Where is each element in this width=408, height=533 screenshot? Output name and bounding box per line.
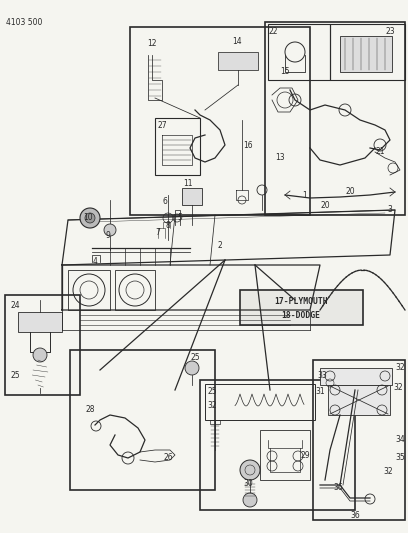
Text: 32: 32	[207, 400, 217, 409]
Text: 23: 23	[385, 28, 395, 36]
Text: 26: 26	[163, 454, 173, 463]
Text: 35: 35	[395, 454, 405, 463]
Text: 2: 2	[217, 240, 222, 249]
Bar	[330, 24, 405, 80]
Text: 21: 21	[375, 148, 385, 157]
Text: 20: 20	[320, 201, 330, 211]
Text: 28: 28	[85, 406, 95, 415]
Text: 8: 8	[166, 222, 171, 230]
Text: 32: 32	[395, 364, 405, 373]
Bar	[340, 36, 392, 72]
Text: 16: 16	[243, 141, 253, 149]
Bar	[268, 24, 330, 80]
Text: 25: 25	[10, 370, 20, 379]
Ellipse shape	[33, 348, 47, 362]
Bar	[18, 312, 62, 332]
Text: 6: 6	[162, 198, 167, 206]
Text: 9: 9	[106, 231, 111, 240]
Text: 22: 22	[268, 28, 278, 36]
Ellipse shape	[240, 460, 260, 480]
Text: 7: 7	[155, 228, 160, 237]
Bar	[320, 368, 392, 385]
Text: 36: 36	[333, 483, 343, 492]
Bar	[218, 52, 258, 70]
Bar	[200, 380, 355, 510]
Text: 25: 25	[190, 353, 200, 362]
Text: 31: 31	[315, 387, 325, 397]
Text: 36: 36	[350, 511, 360, 520]
Bar	[155, 118, 200, 175]
Text: 13: 13	[275, 154, 285, 163]
Text: 18-DODGE: 18-DODGE	[282, 311, 321, 319]
Text: 34: 34	[395, 435, 405, 445]
Bar	[182, 188, 202, 205]
Bar	[328, 385, 390, 415]
Text: 24: 24	[10, 301, 20, 310]
Text: 15: 15	[280, 68, 290, 77]
Bar	[70, 350, 215, 490]
Text: 5: 5	[177, 214, 182, 222]
Text: 27: 27	[157, 120, 167, 130]
Text: 32: 32	[383, 467, 393, 477]
Text: 25: 25	[207, 387, 217, 397]
Text: 3: 3	[388, 206, 392, 214]
Bar	[240, 290, 363, 325]
Bar	[130, 27, 310, 215]
Bar	[265, 22, 405, 215]
Bar	[260, 430, 310, 480]
Ellipse shape	[104, 224, 116, 236]
Bar	[68, 270, 110, 310]
Text: 30: 30	[243, 479, 253, 488]
Bar	[205, 384, 315, 420]
Text: 12: 12	[147, 39, 157, 49]
Ellipse shape	[80, 208, 100, 228]
Bar	[5, 295, 80, 395]
Text: 11: 11	[183, 179, 193, 188]
Text: 4: 4	[93, 257, 98, 266]
Text: 32: 32	[393, 384, 403, 392]
Ellipse shape	[243, 493, 257, 507]
Text: 17-PLYMOUTH: 17-PLYMOUTH	[274, 297, 328, 306]
Text: 10: 10	[83, 214, 93, 222]
Ellipse shape	[85, 213, 95, 223]
Text: 4103 500: 4103 500	[6, 18, 42, 27]
Ellipse shape	[185, 361, 199, 375]
Text: 29: 29	[300, 450, 310, 459]
Text: 20: 20	[345, 188, 355, 197]
Text: 1: 1	[303, 190, 307, 199]
Bar	[115, 270, 155, 310]
Text: 14: 14	[232, 37, 242, 46]
Bar	[313, 360, 405, 520]
Text: 33: 33	[317, 370, 327, 379]
